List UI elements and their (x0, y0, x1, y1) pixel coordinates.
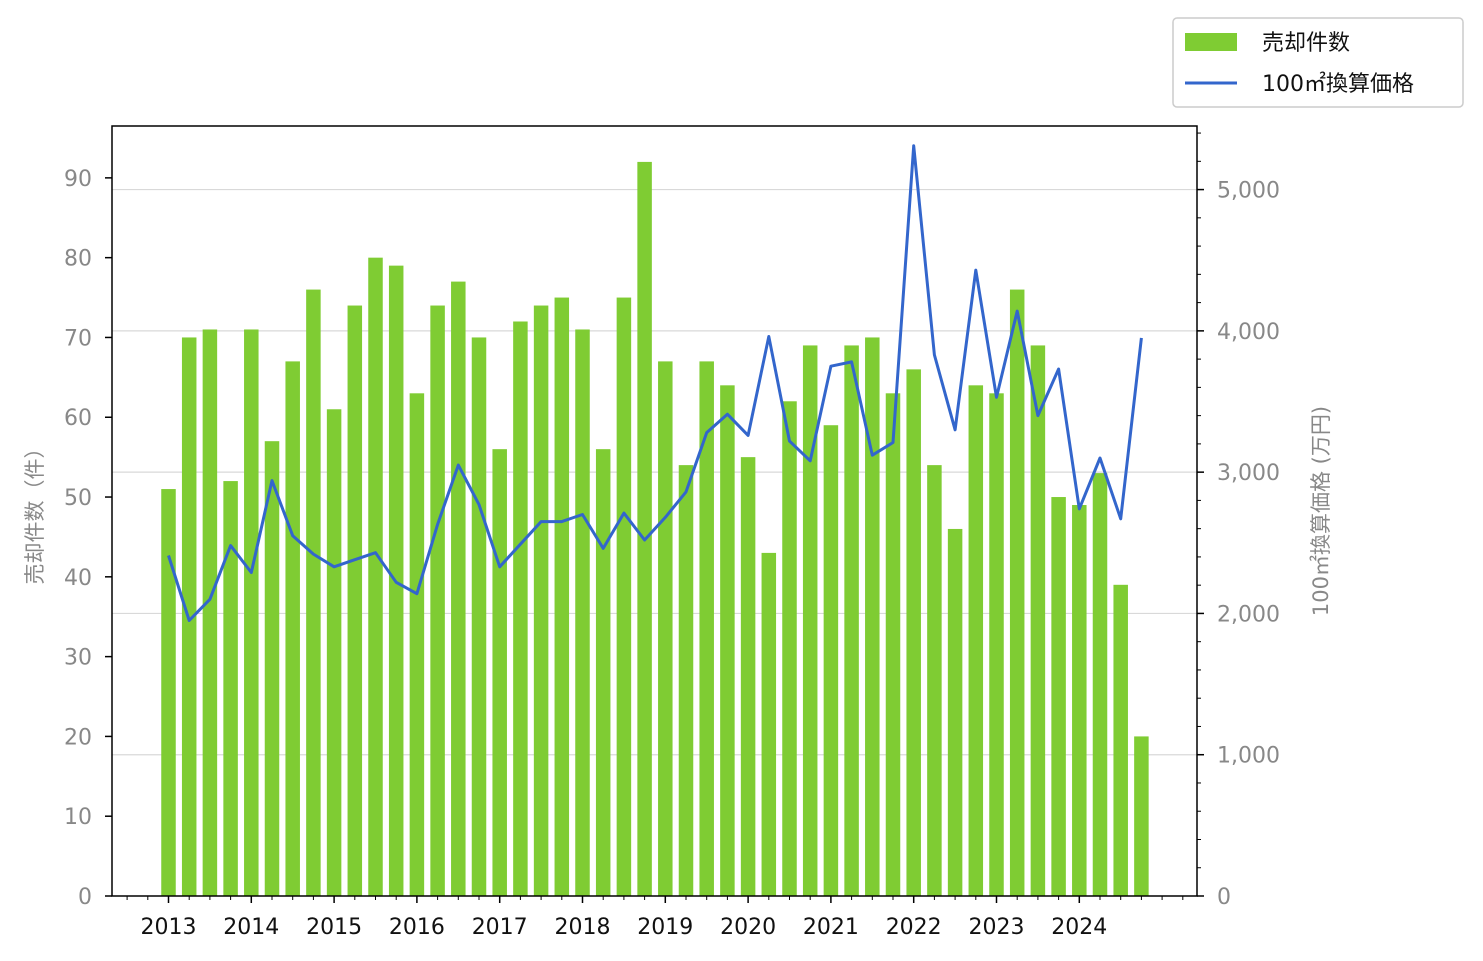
bar (658, 361, 673, 896)
left-axis: 0 10 20 30 40 50 60 70 80 90 (64, 167, 112, 910)
bar (202, 329, 218, 896)
bar (368, 257, 383, 896)
x-tick-label: 2020 (720, 915, 776, 940)
left-tick-label: 10 (64, 805, 92, 830)
right-axis-title: 100㎡換算価格 (万円) (1309, 406, 1333, 616)
left-tick-label: 60 (64, 406, 92, 431)
legend-label-bar: 売却件数 (1262, 31, 1350, 56)
bar (492, 449, 507, 896)
x-tick-label: 2017 (472, 915, 528, 940)
right-tick-label: 1,000 (1217, 744, 1280, 769)
bar (802, 345, 818, 896)
bar (1134, 736, 1149, 896)
plot-frame (111, 125, 1198, 897)
legend-box (1172, 17, 1464, 108)
line-series (167, 144, 1143, 622)
bar (471, 337, 487, 896)
price-line (167, 144, 1143, 622)
x-tick-label: 2015 (306, 915, 362, 940)
x-axis: 2013 2014 2015 2016 2017 2018 2019 2020 2021 2022… (126, 896, 1184, 940)
bar (616, 297, 632, 896)
bar (947, 528, 963, 896)
left-tick-label: 40 (64, 566, 92, 591)
bar (285, 361, 300, 896)
right-axis: 0 1,000 2,000 3,000 4,000 5,000 (1197, 132, 1280, 910)
right-tick-label: 3,000 (1217, 461, 1280, 486)
bar (409, 393, 425, 896)
bar-series (161, 161, 1149, 897)
bar (823, 425, 839, 896)
legend: 売却件数 100㎡換算価格 (1172, 17, 1464, 108)
x-tick-label: 2019 (637, 915, 693, 940)
bar (906, 369, 921, 896)
x-tick-label: 2024 (1051, 915, 1107, 940)
bar (1051, 497, 1066, 896)
bar (161, 489, 176, 896)
bar (844, 345, 859, 896)
bar (678, 465, 694, 896)
bar (244, 329, 259, 896)
bar (264, 441, 280, 896)
bar (1113, 584, 1128, 896)
bar (306, 289, 321, 896)
bar (885, 393, 901, 896)
bar (595, 449, 611, 896)
bar (968, 385, 984, 896)
legend-swatch-bar (1185, 33, 1237, 51)
right-tick-label: 4,000 (1217, 320, 1280, 345)
bar (761, 552, 777, 896)
bar (575, 329, 590, 896)
bar (513, 321, 528, 897)
bar (533, 305, 549, 896)
legend-label-line: 100㎡換算価格 (1262, 71, 1414, 97)
x-tick-label: 2014 (223, 915, 279, 940)
bar (347, 305, 363, 896)
left-tick-label: 90 (64, 167, 92, 192)
bar (451, 281, 466, 897)
x-tick-label: 2018 (555, 915, 611, 940)
right-tick-label: 2,000 (1217, 602, 1280, 627)
left-tick-label: 20 (64, 725, 92, 750)
bar (326, 409, 342, 896)
bar (430, 305, 445, 896)
x-tick-label: 2013 (141, 915, 197, 940)
x-tick-label: 2016 (389, 915, 445, 940)
left-tick-label: 0 (78, 885, 92, 910)
bar (865, 337, 880, 896)
bar (554, 297, 570, 896)
bar (1092, 473, 1108, 896)
x-tick-label: 2021 (803, 915, 859, 940)
bar (989, 393, 1004, 896)
x-tick-label: 2022 (886, 915, 942, 940)
left-tick-label: 50 (64, 486, 92, 511)
bar (782, 401, 797, 896)
x-tick-label: 2023 (969, 915, 1025, 940)
bar (720, 385, 735, 896)
left-axis-title: 売却件数（件） (23, 438, 47, 585)
bar (223, 481, 238, 896)
bar (699, 361, 714, 896)
left-tick-label: 80 (64, 247, 92, 272)
bar (637, 161, 652, 896)
left-tick-label: 30 (64, 646, 92, 671)
right-tick-label: 0 (1217, 885, 1231, 910)
bar (927, 465, 942, 896)
bar (1072, 505, 1087, 896)
bar (740, 457, 756, 896)
bar (1009, 289, 1025, 896)
bar (1030, 345, 1046, 896)
left-tick-label: 70 (64, 326, 92, 351)
right-tick-label: 5,000 (1217, 179, 1280, 204)
